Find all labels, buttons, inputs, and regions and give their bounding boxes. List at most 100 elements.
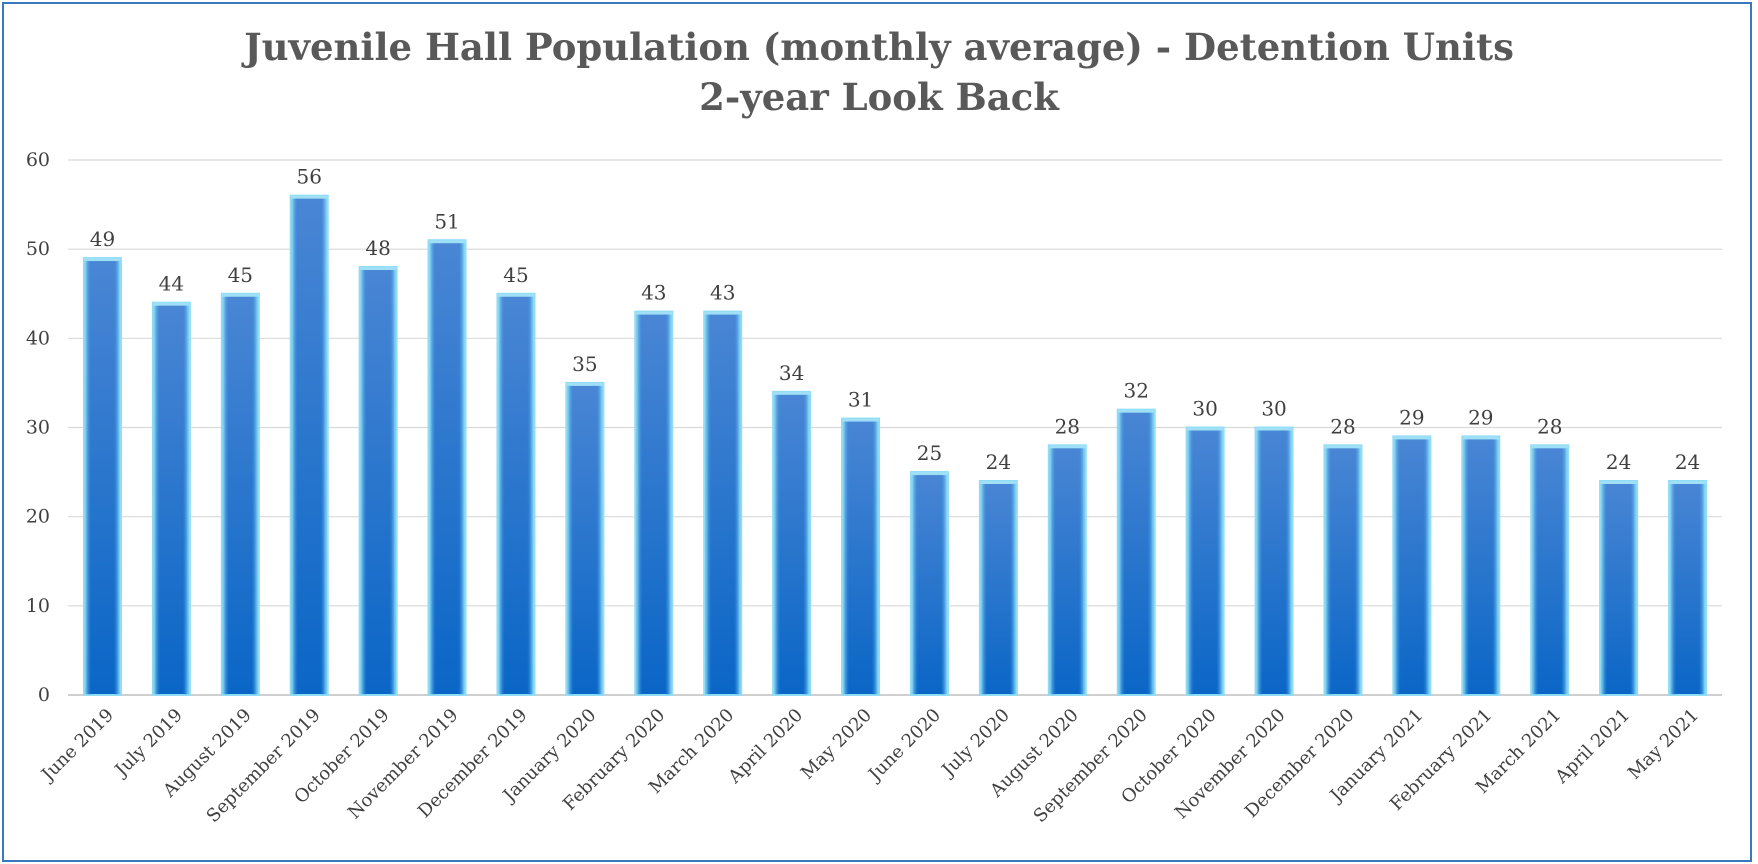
bar-highlight bbox=[429, 241, 465, 695]
bar-highlight bbox=[705, 312, 741, 695]
bar-highlight bbox=[1187, 428, 1223, 695]
bar-highlight bbox=[153, 303, 189, 695]
bar-top-edge bbox=[1531, 445, 1569, 449]
bar-highlight bbox=[980, 482, 1016, 695]
bar-top-edge bbox=[1393, 436, 1431, 440]
bar bbox=[1185, 426, 1225, 696]
bar-highlight bbox=[1463, 437, 1499, 695]
bar-top-edge bbox=[910, 472, 948, 476]
bar-highlight bbox=[774, 392, 810, 695]
data-label: 24 bbox=[986, 450, 1011, 474]
bar-highlight bbox=[1325, 446, 1361, 695]
y-tick-label: 10 bbox=[26, 595, 50, 617]
bar bbox=[427, 239, 467, 696]
bar-highlight bbox=[1394, 437, 1430, 695]
bar-top-edge bbox=[704, 311, 742, 315]
y-tick-label: 40 bbox=[26, 327, 50, 349]
chart-title-block: Juvenile Hall Population (monthly averag… bbox=[0, 22, 1758, 122]
gridlines bbox=[68, 159, 1722, 696]
x-tick-label: June 2019 bbox=[36, 705, 118, 787]
bar bbox=[82, 257, 122, 696]
x-tick-label: September 2020 bbox=[1030, 705, 1152, 827]
bar bbox=[909, 471, 949, 697]
y-axis-ticks: 0 10 20 30 40 50 60 bbox=[26, 149, 50, 706]
data-label: 30 bbox=[1261, 397, 1286, 421]
bar bbox=[565, 381, 605, 696]
x-tick-label: May 2020 bbox=[797, 705, 876, 784]
data-label: 31 bbox=[848, 388, 873, 412]
data-label: 28 bbox=[1055, 414, 1080, 438]
bar-top-edge bbox=[773, 391, 811, 395]
data-label: 43 bbox=[710, 281, 735, 305]
bar-highlight bbox=[1118, 410, 1154, 695]
bar bbox=[151, 301, 191, 696]
bars bbox=[82, 194, 1708, 697]
bar-top-edge bbox=[1600, 481, 1638, 484]
y-tick-label: 0 bbox=[38, 684, 50, 706]
bar bbox=[1392, 435, 1432, 696]
bar-top-edge bbox=[497, 293, 535, 297]
bar-highlight bbox=[1532, 446, 1568, 695]
data-label: 49 bbox=[90, 227, 115, 251]
bar bbox=[1323, 444, 1363, 697]
bar bbox=[358, 266, 398, 696]
bar-top-edge bbox=[290, 195, 328, 199]
bar bbox=[1461, 435, 1501, 696]
bar-top-edge bbox=[221, 293, 259, 297]
y-tick-label: 60 bbox=[26, 149, 50, 171]
bar bbox=[1047, 444, 1087, 697]
bar-top-edge bbox=[152, 302, 190, 306]
bar-top-edge bbox=[1462, 436, 1500, 440]
y-tick-label: 30 bbox=[26, 417, 50, 439]
bar bbox=[772, 390, 812, 696]
bar-highlight bbox=[1049, 446, 1085, 695]
bar-highlight bbox=[843, 419, 879, 695]
bar bbox=[703, 310, 743, 696]
data-label: 28 bbox=[1330, 414, 1355, 438]
x-tick-label: June 2020 bbox=[863, 705, 945, 787]
bar bbox=[496, 292, 536, 696]
bar-top-edge bbox=[842, 418, 880, 422]
bar-top-edge bbox=[1186, 427, 1224, 431]
chart-title: Juvenile Hall Population (monthly averag… bbox=[244, 25, 1514, 69]
bar-highlight bbox=[1256, 428, 1292, 695]
data-label: 29 bbox=[1468, 405, 1493, 429]
bar-highlight bbox=[84, 259, 120, 695]
bar-top-edge bbox=[428, 240, 466, 244]
bar bbox=[289, 194, 329, 697]
bar-top-edge bbox=[1669, 481, 1707, 484]
y-tick-label: 20 bbox=[26, 506, 50, 528]
data-label: 35 bbox=[572, 352, 597, 376]
bar bbox=[1530, 444, 1570, 697]
bar-top-edge bbox=[566, 382, 604, 386]
bar-top-edge bbox=[1255, 427, 1293, 431]
bar-highlight bbox=[911, 473, 947, 695]
data-label: 48 bbox=[365, 236, 390, 260]
bar-top-edge bbox=[1117, 409, 1155, 413]
bar-top-edge bbox=[635, 311, 673, 315]
data-label: 25 bbox=[917, 441, 942, 465]
bar-top-edge bbox=[1324, 445, 1362, 449]
data-label: 30 bbox=[1192, 397, 1217, 421]
data-label: 29 bbox=[1399, 405, 1424, 429]
bar-highlight bbox=[567, 383, 603, 695]
data-label: 45 bbox=[228, 263, 253, 287]
bar-highlight bbox=[222, 294, 258, 695]
bar-highlight bbox=[1670, 482, 1706, 695]
bar-highlight bbox=[1601, 482, 1637, 695]
bar-top-edge bbox=[979, 481, 1017, 484]
data-labels: 49 44 45 56 48 51 45 35 43 43 34 31 25 24 28 32 30 30 28 29… bbox=[90, 165, 1701, 474]
bar bbox=[1116, 408, 1156, 696]
chart-subtitle: 2-year Look Back bbox=[699, 75, 1059, 119]
bar bbox=[1254, 426, 1294, 696]
bar bbox=[1599, 480, 1639, 696]
bar-top-edge bbox=[359, 267, 397, 270]
data-label: 44 bbox=[159, 272, 184, 296]
bar-highlight bbox=[498, 294, 534, 695]
x-tick-label: April 2021 bbox=[1551, 705, 1635, 789]
bar bbox=[220, 292, 260, 696]
bar bbox=[978, 480, 1018, 696]
data-label: 34 bbox=[779, 361, 804, 385]
